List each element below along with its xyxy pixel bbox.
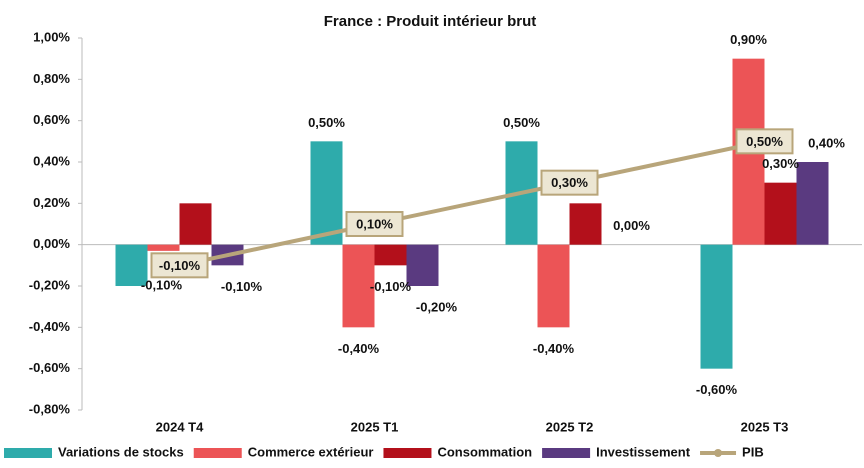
bar	[115, 244, 148, 286]
y-tick-label: 0,40%	[33, 153, 70, 168]
bar	[179, 203, 212, 245]
data-label: 0,50%	[503, 115, 540, 130]
bar	[569, 203, 602, 245]
data-label: -0,40%	[338, 341, 380, 356]
legend-swatch	[383, 448, 432, 458]
x-tick-label: 2025 T2	[546, 419, 594, 434]
bar	[764, 182, 797, 245]
y-tick-label: 0,20%	[33, 195, 70, 210]
legend-label: Commerce extérieur	[248, 444, 374, 459]
legend-swatch	[542, 448, 591, 458]
legend-swatch	[193, 448, 242, 458]
data-label: 0,50%	[308, 115, 345, 130]
bar	[796, 162, 829, 245]
data-label: 0,00%	[613, 218, 650, 233]
line	[179, 139, 765, 268]
legend-marker	[714, 449, 723, 457]
legend-label: Variations de stocks	[58, 444, 184, 459]
y-tick-label: 0,00%	[33, 236, 70, 251]
label-box	[345, 211, 404, 237]
legend-label: Investissement	[596, 444, 691, 459]
y-tick-label: -0,80%	[29, 401, 71, 416]
y-tick-label: -0,40%	[29, 319, 71, 334]
legend-label: PIB	[742, 444, 764, 459]
bar	[700, 244, 733, 369]
bar	[147, 244, 180, 251]
data-label: -0,60%	[696, 382, 738, 397]
x-tick-label: 2025 T3	[741, 419, 789, 434]
legend-label: Consommation	[437, 444, 532, 459]
data-label: -0,10%	[159, 258, 201, 273]
x-tick-label: 2024 T4	[156, 419, 204, 434]
data-label: -0,20%	[416, 299, 458, 314]
bar	[374, 244, 407, 266]
y-tick-label: -0,60%	[29, 360, 71, 375]
data-label: -0,40%	[533, 341, 575, 356]
data-label: 0,40%	[808, 135, 845, 150]
bar	[342, 244, 375, 328]
y-tick-label: -0,20%	[29, 277, 71, 292]
y-tick-label: 1,00%	[33, 29, 70, 44]
y-tick-label: 0,80%	[33, 71, 70, 86]
data-label: 0,30%	[551, 175, 588, 190]
data-label: -0,10%	[370, 279, 412, 294]
x-tick-label: 2025 T1	[351, 419, 399, 434]
label-box	[540, 169, 599, 196]
data-label: 0,50%	[746, 134, 783, 149]
bar	[310, 141, 343, 245]
annotation: -0,10%	[141, 277, 183, 292]
bar	[537, 244, 570, 328]
data-label: -0,10%	[221, 279, 263, 294]
y-tick-label: 0,60%	[33, 112, 70, 127]
legend-swatch	[4, 448, 52, 458]
data-label: 0,90%	[730, 32, 767, 47]
data-label: 0,10%	[356, 216, 393, 231]
data-label: 0,30%	[762, 156, 799, 171]
chart-title: France : Produit intérieur brut	[324, 13, 537, 30]
label-box	[735, 128, 794, 155]
label-box	[150, 252, 209, 279]
bar	[406, 244, 439, 286]
